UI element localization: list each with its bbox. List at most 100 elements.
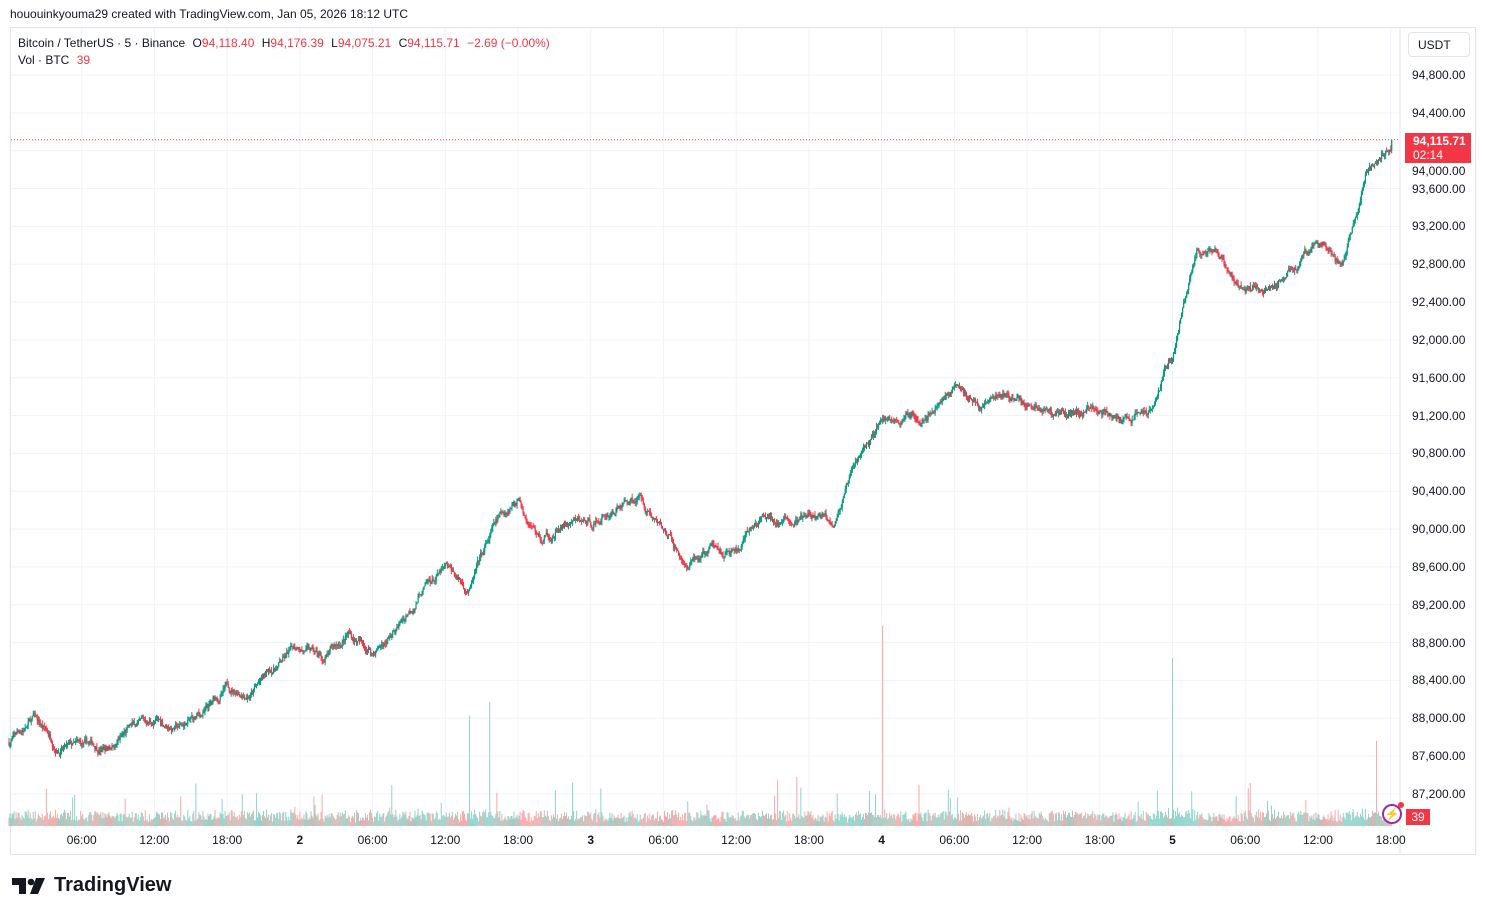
volume-bar — [769, 818, 771, 826]
candle-body — [925, 418, 927, 420]
volume-bar — [23, 818, 25, 826]
candle-body — [841, 503, 843, 508]
volume-bar — [943, 819, 945, 826]
candle-body — [199, 713, 201, 717]
volume-bar — [256, 817, 258, 826]
candle-body — [763, 515, 766, 517]
candle-body — [144, 719, 146, 723]
candle-body — [1245, 289, 1247, 293]
candle-body — [585, 520, 587, 524]
candle-body — [713, 544, 715, 547]
candle-body — [359, 639, 362, 642]
candle-body — [1267, 286, 1270, 290]
volume-bar — [777, 780, 779, 826]
candle-body — [878, 424, 880, 428]
volume-bar — [702, 815, 704, 826]
candle-body — [417, 597, 419, 603]
candle-body — [1074, 411, 1077, 414]
volume-bar — [1085, 812, 1087, 826]
lightning-icon[interactable]: ⚡ — [1382, 802, 1404, 824]
volume-bar — [855, 812, 857, 826]
candle-body — [1390, 149, 1392, 151]
volume-indicator-title[interactable]: Vol · BTC — [18, 53, 70, 67]
volume-bar — [1009, 816, 1011, 826]
candle-body — [1323, 243, 1325, 245]
volume-bar — [1357, 816, 1359, 826]
candle-body — [456, 576, 459, 579]
candle-body — [569, 522, 572, 526]
time-tick-label: 06:00 — [1230, 833, 1261, 847]
candle-body — [330, 645, 332, 648]
volume-bar — [779, 810, 781, 826]
candle-body — [1231, 273, 1233, 277]
volume-bar — [647, 818, 649, 826]
volume-bar — [899, 817, 901, 826]
candle-body — [806, 515, 808, 517]
volume-bar — [686, 821, 688, 826]
candle-body — [1198, 248, 1200, 252]
volume-bar — [1354, 816, 1356, 826]
candle-body — [717, 546, 719, 550]
candle-body — [338, 644, 340, 647]
candle-body — [350, 633, 352, 638]
volume-bar — [81, 816, 83, 826]
candle-body — [887, 419, 889, 421]
candle-body — [872, 434, 875, 436]
candle-body — [768, 516, 771, 520]
candle-body — [1288, 268, 1290, 272]
volume-bar — [757, 812, 759, 826]
candle-body — [25, 727, 27, 729]
candle-body — [922, 419, 924, 422]
candle-body — [974, 399, 977, 403]
candle-body — [702, 551, 704, 554]
volume-bar — [1221, 814, 1223, 826]
candle-body — [1320, 243, 1322, 245]
candle-body — [1063, 412, 1066, 414]
candle-body — [548, 537, 550, 540]
volume-bar — [1122, 816, 1124, 826]
candle-body — [971, 399, 974, 403]
volume-bar — [1157, 811, 1159, 826]
candle-body — [558, 529, 561, 532]
volume-bar — [366, 817, 368, 826]
volume-bar — [590, 812, 592, 826]
volume-bar — [715, 815, 717, 826]
candle-body — [745, 530, 747, 535]
volume-bar — [1212, 816, 1214, 826]
candle-body — [308, 645, 310, 648]
volume-bar — [1053, 821, 1055, 826]
volume-bar — [581, 816, 583, 826]
candle-body — [400, 621, 402, 623]
volume-bar — [745, 815, 747, 826]
candle-body — [407, 614, 409, 617]
candle-body — [525, 517, 527, 522]
volume-bar — [1341, 817, 1343, 826]
volume-bar — [770, 815, 772, 826]
volume-bar — [381, 816, 383, 826]
symbol-title[interactable]: Bitcoin / TetherUS · 5 · Binance — [18, 36, 186, 50]
candle-body — [429, 579, 431, 583]
volume-bar — [532, 820, 534, 826]
volume-bar — [403, 812, 405, 826]
volume-bar — [1344, 819, 1346, 826]
volume-bar — [1176, 815, 1178, 826]
volume-bar — [780, 811, 782, 826]
volume-bar — [1282, 818, 1284, 826]
candle-body — [830, 522, 832, 525]
volume-bar — [189, 815, 191, 826]
volume-bar — [835, 818, 837, 826]
volume-bar — [118, 820, 120, 826]
candle-body — [1247, 287, 1249, 289]
candle-body — [198, 712, 200, 714]
candle-body — [1191, 272, 1193, 275]
candle-body — [1317, 242, 1319, 245]
candle-body — [1252, 285, 1254, 288]
candle-body — [209, 702, 211, 705]
currency-button[interactable]: USDT — [1408, 32, 1470, 57]
candle-body — [383, 643, 385, 647]
candle-body — [388, 635, 390, 639]
candle-body — [433, 580, 435, 582]
volume-bar — [1379, 815, 1381, 826]
volume-bar — [42, 819, 44, 826]
